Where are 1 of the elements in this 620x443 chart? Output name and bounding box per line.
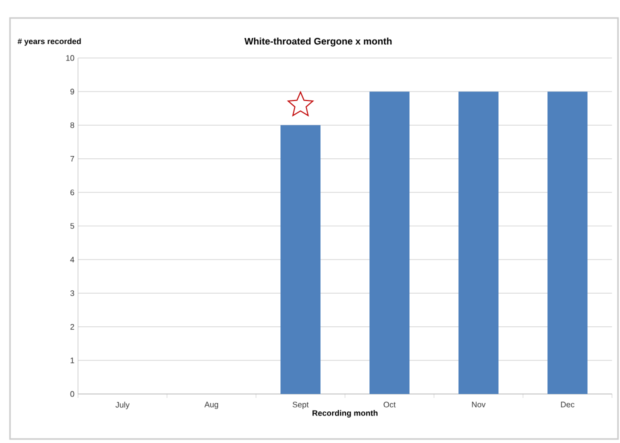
chart-title: White-throated Gergone x month [244, 38, 392, 46]
